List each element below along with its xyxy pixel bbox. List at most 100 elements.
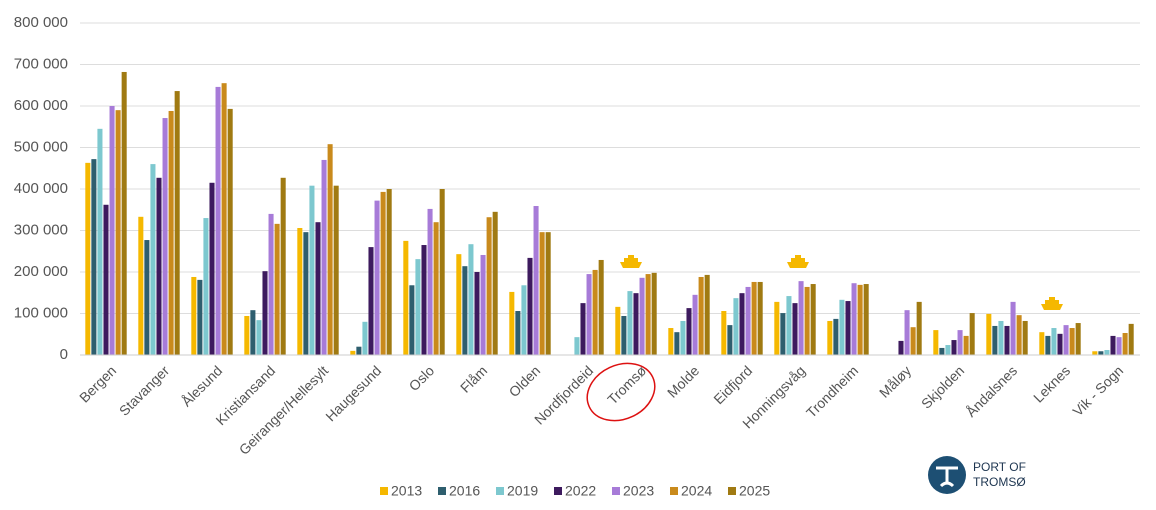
legend-label: 2023 [623, 483, 654, 499]
bar [827, 320, 833, 355]
bar [244, 315, 250, 355]
bar [409, 285, 415, 355]
legend-swatch [670, 487, 678, 495]
bar [527, 257, 533, 355]
bar [780, 313, 786, 355]
bar [639, 277, 645, 355]
bar [1039, 332, 1045, 355]
bar [462, 266, 468, 355]
bar [197, 279, 203, 355]
legend-swatch [612, 487, 620, 495]
legend-label: 2024 [681, 483, 712, 499]
bar [933, 330, 939, 355]
bar [692, 294, 698, 355]
bar [1004, 325, 1010, 355]
bar [509, 291, 515, 355]
bar [386, 189, 392, 355]
bar [427, 208, 433, 355]
bar [144, 240, 150, 355]
y-tick-label: 500 000 [14, 138, 68, 155]
bar [963, 335, 969, 355]
bar [256, 320, 262, 355]
legend-label: 2019 [507, 483, 538, 499]
bar [191, 276, 197, 355]
legend-label: 2025 [739, 483, 770, 499]
bar [403, 240, 409, 355]
bar [309, 185, 315, 355]
bar [945, 345, 951, 355]
y-tick-label: 300 000 [14, 221, 68, 238]
bar [957, 330, 963, 355]
bar [456, 254, 462, 355]
bar [839, 299, 845, 355]
bar [845, 301, 851, 355]
legend-swatch [728, 487, 736, 495]
bar [280, 177, 286, 355]
x-tick-label: Vik - Sogn [1069, 362, 1126, 419]
bar [492, 211, 498, 355]
bar [1075, 323, 1081, 355]
bar [439, 189, 445, 355]
bar [515, 311, 521, 355]
bar [221, 83, 227, 356]
bar [103, 204, 109, 355]
bar [274, 223, 280, 355]
bar [745, 286, 751, 355]
bar [969, 313, 975, 355]
bar [156, 177, 162, 355]
y-tick-label: 800 000 [14, 14, 68, 31]
bar [810, 284, 816, 355]
bar [751, 281, 757, 355]
bar [374, 200, 380, 355]
bar [674, 332, 680, 355]
legend-label: 2013 [391, 483, 422, 499]
bar [939, 347, 945, 355]
bar [739, 293, 745, 355]
bar [668, 328, 674, 355]
bar [1057, 333, 1063, 355]
bar [910, 327, 916, 355]
legend-swatch [380, 487, 388, 495]
bar [1092, 351, 1098, 355]
bar [1110, 335, 1116, 355]
bar [686, 308, 692, 355]
bar [115, 110, 121, 356]
bar [951, 340, 957, 355]
bar [91, 159, 97, 355]
bar [680, 320, 686, 355]
bar [474, 272, 480, 355]
bar [268, 213, 274, 355]
x-tick-label: Geiranger/Hellesylt [236, 362, 332, 458]
x-tick-label: Stavanger [116, 362, 173, 419]
bar [651, 272, 657, 355]
bar [1045, 335, 1051, 355]
bar [321, 159, 327, 355]
bar [1016, 315, 1022, 355]
x-tick-label: Leknes [1030, 362, 1073, 405]
bar [1128, 323, 1134, 355]
bar [297, 228, 303, 355]
bar [733, 298, 739, 355]
bar [1051, 328, 1057, 355]
y-tick-label: 0 [60, 346, 68, 363]
y-tick-label: 100 000 [14, 304, 68, 321]
bar [521, 285, 527, 355]
bar [1116, 337, 1122, 355]
x-tick-label: Åndalsnes [963, 362, 1021, 420]
bar [121, 71, 127, 355]
bar [621, 315, 627, 355]
bar [792, 303, 798, 355]
bar [362, 321, 368, 355]
bar [138, 216, 144, 355]
y-tick-label: 200 000 [14, 263, 68, 280]
logo-text: PORT OF [973, 460, 1026, 474]
bar [433, 222, 439, 355]
bar [992, 325, 998, 355]
bar [97, 128, 103, 355]
bar [586, 274, 592, 355]
bar [645, 274, 651, 355]
bar [227, 108, 233, 355]
logo-text: TROMSØ [973, 475, 1026, 489]
bar [615, 306, 621, 355]
